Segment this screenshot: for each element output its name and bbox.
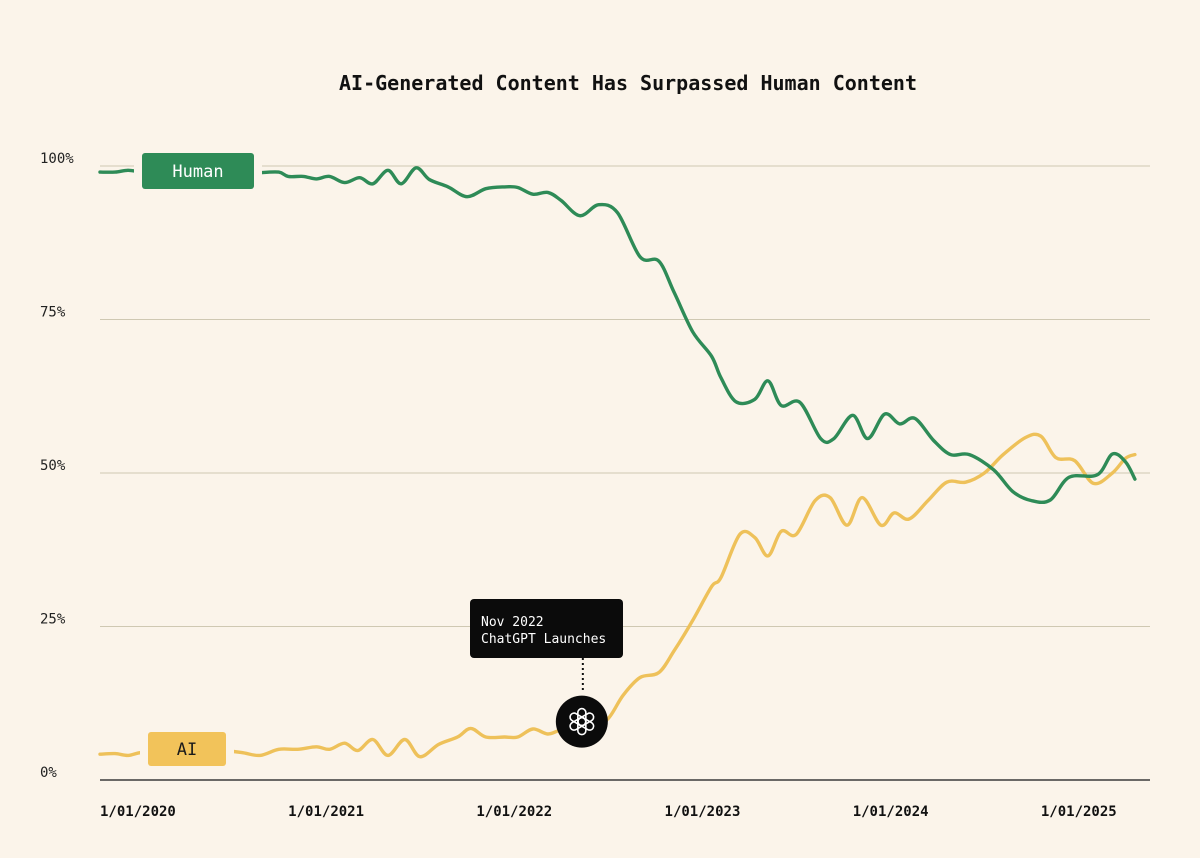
x-axis-labels: 1/01/2020 1/01/2021 1/01/2022 1/01/2023 1/01… — [100, 804, 1117, 820]
y-axis-labels: 0% 25% 50% 75% 100% — [40, 151, 74, 781]
annotation-date: Nov 2022 — [481, 615, 544, 630]
y-tick-label: 0% — [40, 765, 57, 781]
x-tick-label: 1/01/2025 — [1041, 804, 1117, 820]
x-tick-label: 1/01/2021 — [288, 804, 364, 820]
legend-label: Human — [172, 162, 223, 182]
logo-petal — [569, 712, 587, 727]
series-line-human — [98, 166, 1137, 505]
series-lines — [98, 166, 1137, 759]
x-tick-label: 1/01/2020 — [100, 804, 176, 820]
annotation-box — [470, 599, 623, 658]
legend-label: AI — [177, 740, 197, 760]
y-tick-label: 100% — [40, 151, 74, 167]
y-tick-label: 75% — [40, 305, 66, 321]
chatgpt-annotation: Nov 2022 ChatGPT Launches — [470, 599, 623, 748]
x-tick-label: 1/01/2022 — [476, 804, 552, 820]
legend-swatch — [142, 153, 254, 189]
legend-item-ai: AI — [140, 728, 234, 770]
y-tick-label: 50% — [40, 458, 66, 474]
chart-title: AI-Generated Content Has Surpassed Human… — [339, 71, 917, 95]
annotation-label: ChatGPT Launches — [481, 632, 606, 647]
grid-lines — [100, 165, 1150, 781]
x-tick-label: 1/01/2023 — [665, 804, 741, 820]
legend: Human AI — [134, 149, 262, 770]
x-tick-label: 1/01/2024 — [853, 804, 929, 820]
legend-item-human: Human — [134, 149, 262, 193]
openai-logo-icon — [555, 695, 608, 748]
y-tick-label: 25% — [40, 612, 66, 628]
legend-swatch — [148, 732, 226, 766]
series-line-ai — [98, 432, 1137, 759]
logo-badge — [555, 695, 608, 748]
